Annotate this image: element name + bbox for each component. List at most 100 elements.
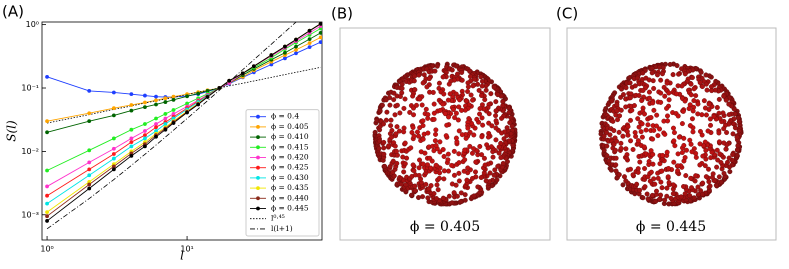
particle <box>493 99 499 105</box>
particle <box>688 92 694 98</box>
plot-area <box>45 22 322 230</box>
particle <box>478 175 484 181</box>
particle <box>659 71 665 77</box>
data-point <box>87 180 92 184</box>
legend-marker <box>256 145 260 150</box>
particle <box>632 83 638 89</box>
particle <box>501 136 507 142</box>
particle <box>702 163 708 169</box>
data-point <box>45 184 49 189</box>
particle <box>679 121 685 127</box>
particle <box>648 169 654 175</box>
particle <box>664 80 670 86</box>
particle <box>456 128 462 134</box>
particle <box>706 101 712 107</box>
particle <box>654 123 659 129</box>
particle <box>726 112 732 118</box>
data-point <box>240 71 245 76</box>
particle <box>639 98 645 104</box>
particle <box>721 126 727 132</box>
legend-marker <box>256 114 260 119</box>
particle <box>433 162 439 168</box>
particle <box>507 120 513 126</box>
data-point <box>87 119 92 124</box>
data-point <box>111 106 116 111</box>
particle <box>654 72 660 78</box>
particle <box>671 159 677 165</box>
particle <box>498 155 504 161</box>
particle <box>487 170 493 176</box>
particle <box>631 103 637 109</box>
particle <box>620 133 626 139</box>
particle <box>431 110 437 116</box>
data-point <box>87 182 92 187</box>
data-point <box>154 134 158 139</box>
data-point <box>129 103 134 107</box>
particle <box>675 168 681 174</box>
series-line <box>46 41 321 98</box>
particle <box>412 183 418 189</box>
particle <box>458 190 464 196</box>
particle <box>628 138 634 144</box>
particle <box>697 128 703 134</box>
particle <box>467 143 473 149</box>
data-point <box>45 214 49 219</box>
particle <box>481 155 487 161</box>
particle <box>701 98 707 104</box>
particle <box>469 176 475 181</box>
legend-label: ϕ = 0.420 <box>271 153 309 162</box>
particle <box>397 110 403 116</box>
particle <box>641 144 647 150</box>
particle <box>416 165 422 171</box>
particle <box>477 106 483 112</box>
particle <box>393 131 399 137</box>
particle <box>650 100 656 106</box>
legend-label: ϕ = 0.410 <box>271 132 309 141</box>
particle <box>423 106 429 112</box>
particle <box>638 129 644 135</box>
data-point <box>143 105 147 109</box>
data-point <box>163 116 168 121</box>
particle <box>721 93 727 99</box>
particle <box>462 197 468 203</box>
particle <box>397 94 403 99</box>
particle <box>700 180 706 186</box>
particle <box>402 96 408 102</box>
particle <box>482 97 488 103</box>
particle <box>402 161 408 167</box>
particle <box>425 195 431 201</box>
particle <box>687 137 693 143</box>
data-point <box>318 31 322 35</box>
particle <box>704 87 710 93</box>
particle <box>666 97 672 103</box>
particle <box>444 122 450 128</box>
particle <box>624 152 630 158</box>
particle <box>417 157 422 163</box>
particle <box>706 166 711 172</box>
particle <box>705 128 711 134</box>
particle <box>731 106 737 112</box>
particle <box>434 182 440 188</box>
particle <box>689 149 695 155</box>
particle <box>443 133 449 139</box>
particle <box>723 146 729 152</box>
data-point <box>318 35 322 40</box>
x-tick-label: 10⁰ <box>40 245 53 254</box>
particle <box>445 151 451 157</box>
data-point <box>111 167 116 172</box>
particle <box>388 117 394 123</box>
particle <box>646 159 652 164</box>
particle <box>456 170 462 176</box>
particle <box>420 123 426 129</box>
particle <box>655 133 661 139</box>
particle <box>648 115 654 121</box>
particle <box>459 107 465 113</box>
data-point <box>143 144 147 149</box>
particle-sphere <box>372 61 518 207</box>
particle <box>479 83 485 89</box>
particle <box>440 195 446 201</box>
particle <box>658 179 664 185</box>
particle <box>708 122 714 128</box>
particle <box>416 173 422 178</box>
particle <box>618 145 624 151</box>
